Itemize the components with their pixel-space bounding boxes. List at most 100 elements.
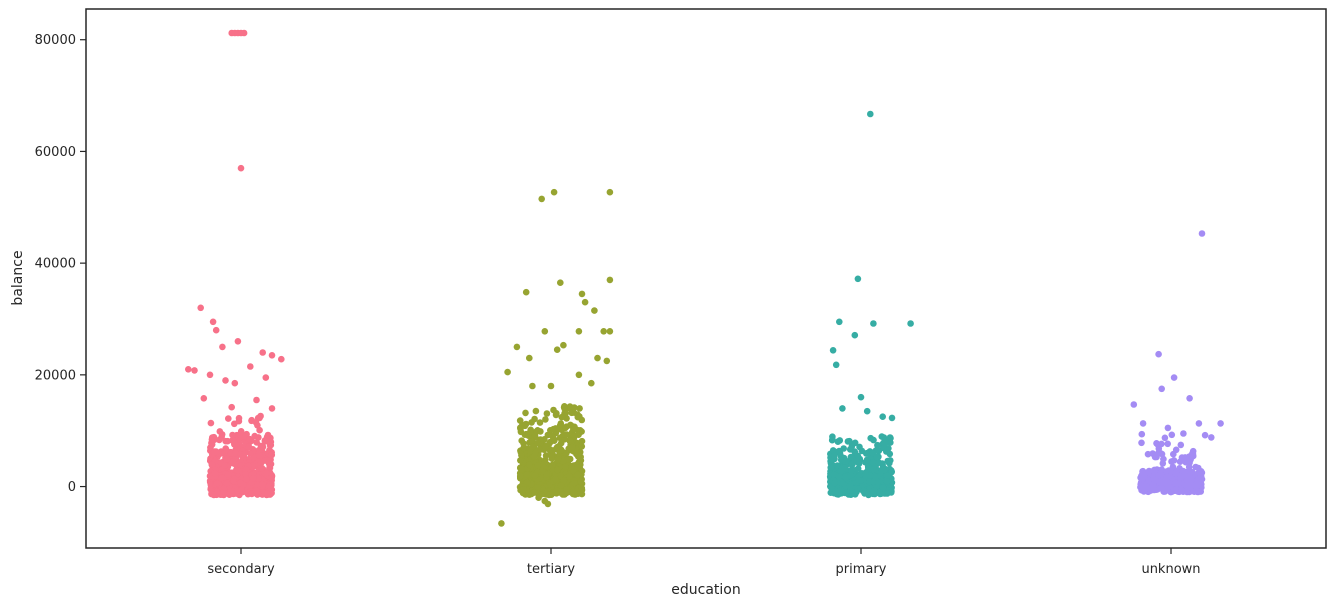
data-point-tertiary	[560, 457, 567, 465]
data-point-tertiary	[520, 444, 527, 452]
data-point-primary	[836, 437, 844, 444]
data-point-secondary	[216, 428, 224, 435]
data-point-unknown	[1151, 468, 1158, 475]
data-point-unknown	[1167, 467, 1174, 475]
data-point-tertiary	[528, 419, 535, 426]
data-point-tertiary	[552, 411, 560, 419]
data-point-primary	[842, 457, 850, 465]
data-point-primary	[907, 320, 914, 327]
data-point-tertiary	[568, 409, 575, 417]
data-point-tertiary	[606, 328, 614, 335]
data-point-secondary	[240, 481, 247, 488]
data-point-secondary	[231, 379, 239, 387]
data-point-tertiary	[574, 451, 582, 458]
data-point-tertiary	[517, 425, 524, 433]
data-point-secondary	[237, 164, 245, 172]
data-point-tertiary	[504, 368, 511, 376]
data-point-secondary	[257, 412, 264, 420]
data-point-secondary	[218, 474, 225, 482]
data-point-secondary	[278, 355, 285, 363]
data-point-unknown	[1155, 449, 1162, 457]
data-point-primary	[875, 459, 882, 466]
data-point-tertiary	[560, 477, 568, 484]
data-point-tertiary	[578, 484, 586, 492]
data-point-secondary	[248, 490, 256, 498]
data-point-secondary	[222, 377, 229, 384]
data-point-primary	[888, 468, 895, 476]
data-point-unknown	[1188, 476, 1195, 483]
data-point-secondary	[240, 433, 248, 440]
data-point-secondary	[251, 432, 258, 440]
data-point-unknown	[1161, 434, 1169, 442]
y-tick-label: 0	[68, 480, 76, 495]
data-point-secondary	[234, 338, 242, 345]
data-point-tertiary	[549, 433, 557, 441]
data-point-tertiary	[534, 462, 542, 469]
data-point-unknown	[1185, 481, 1193, 488]
data-point-tertiary	[577, 478, 585, 486]
data-point-secondary	[209, 461, 216, 468]
data-point-unknown	[1139, 484, 1147, 491]
data-point-tertiary	[516, 472, 524, 480]
data-point-primary	[853, 488, 860, 496]
data-point-primary	[832, 488, 839, 495]
data-point-tertiary	[566, 473, 573, 480]
data-point-tertiary	[591, 307, 598, 314]
data-point-tertiary	[520, 486, 527, 493]
data-point-primary	[878, 433, 886, 440]
data-point-tertiary	[576, 405, 583, 412]
data-point-tertiary	[531, 472, 539, 480]
data-point-primary	[888, 489, 895, 496]
data-point-secondary	[229, 431, 236, 439]
data-point-primary	[857, 393, 865, 401]
data-point-secondary	[264, 431, 272, 439]
data-point-secondary	[255, 452, 263, 459]
data-point-secondary	[225, 415, 232, 422]
data-point-primary	[846, 437, 853, 445]
data-point-tertiary	[566, 437, 574, 445]
data-point-tertiary	[563, 449, 570, 457]
data-point-primary	[879, 413, 886, 421]
data-point-unknown	[1198, 230, 1206, 237]
data-point-tertiary	[571, 423, 578, 431]
data-point-tertiary	[522, 288, 530, 296]
data-point-secondary	[223, 455, 231, 463]
data-point-unknown	[1158, 385, 1165, 393]
data-point-primary	[835, 447, 843, 455]
data-point-tertiary	[562, 463, 569, 471]
data-point-secondary	[224, 471, 232, 478]
data-point-secondary	[253, 396, 260, 404]
data-point-secondary	[245, 443, 253, 451]
data-point-unknown	[1173, 486, 1180, 493]
data-point-unknown	[1147, 487, 1154, 494]
data-point-secondary	[191, 367, 198, 374]
data-points	[185, 29, 1224, 527]
data-point-secondary	[234, 467, 242, 474]
data-point-tertiary	[562, 424, 569, 432]
data-point-tertiary	[554, 456, 562, 463]
data-point-secondary	[226, 490, 234, 498]
data-point-tertiary	[518, 465, 526, 473]
data-point-unknown	[1186, 453, 1193, 460]
data-point-tertiary	[570, 432, 578, 440]
data-point-unknown	[1150, 475, 1158, 483]
data-point-primary	[851, 439, 859, 447]
data-point-primary	[841, 473, 849, 481]
data-point-primary	[829, 347, 837, 354]
data-point-tertiary	[538, 195, 545, 203]
data-point-primary	[870, 487, 878, 495]
data-point-primary	[874, 441, 881, 449]
data-point-primary	[851, 449, 859, 456]
data-point-tertiary	[498, 520, 505, 527]
data-point-tertiary	[577, 457, 585, 464]
data-point-primary	[830, 471, 838, 478]
data-point-tertiary	[526, 354, 533, 362]
data-point-primary	[851, 331, 859, 339]
data-point-secondary	[267, 438, 275, 446]
data-point-tertiary	[535, 494, 542, 502]
data-point-tertiary	[550, 188, 558, 196]
data-point-tertiary	[560, 341, 567, 349]
data-point-primary	[866, 472, 873, 479]
data-point-primary	[835, 473, 843, 481]
